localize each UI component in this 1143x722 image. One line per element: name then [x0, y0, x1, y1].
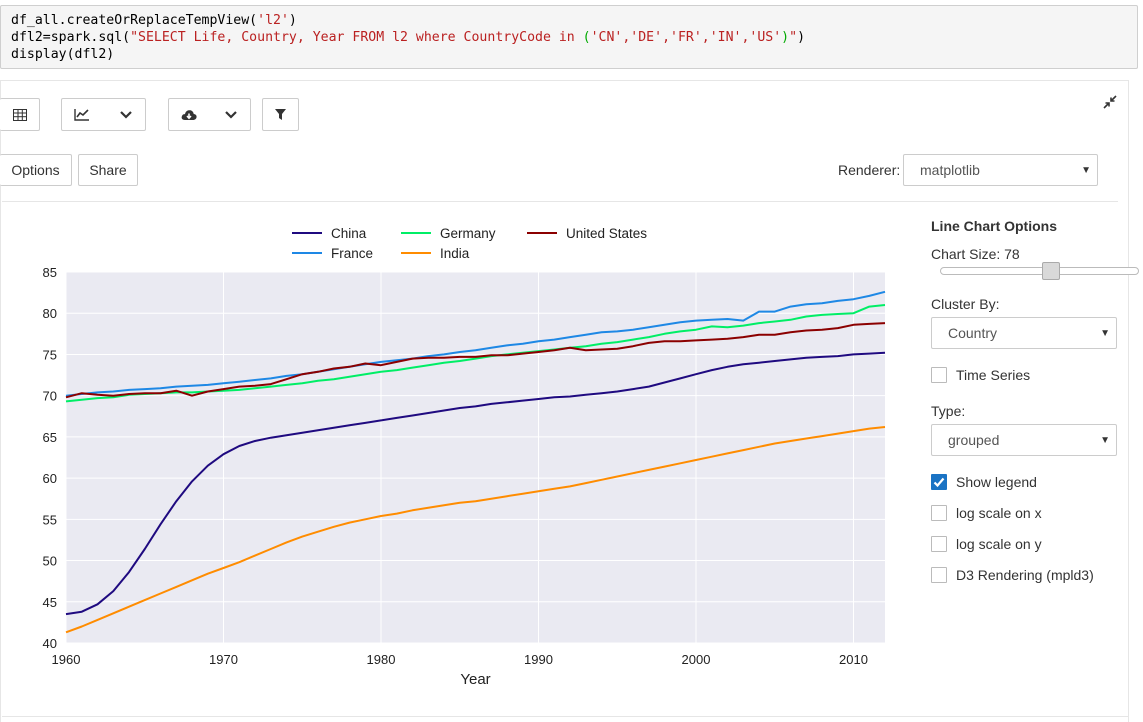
- filter-icon: [275, 109, 286, 120]
- download-dropdown[interactable]: [168, 98, 251, 131]
- y-tick-label: 75: [43, 347, 57, 362]
- time-series-checkbox[interactable]: [931, 367, 947, 383]
- plot-background: [66, 272, 885, 643]
- x-tick-label: 1990: [524, 652, 553, 667]
- options-button[interactable]: Options: [0, 154, 72, 186]
- caret-down-icon: ▼: [1100, 328, 1110, 339]
- chart-size-label: Chart Size: 78: [931, 246, 1020, 262]
- legend-label: France: [331, 246, 373, 261]
- code-line-1: df_all.createOrReplaceTempView('l2'): [11, 13, 297, 28]
- d3-rendering-label: D3 Rendering (mpld3): [956, 567, 1094, 583]
- share-button[interactable]: Share: [78, 154, 138, 186]
- table-icon: [12, 108, 27, 121]
- renderer-value: matplotlib: [920, 162, 980, 178]
- filter-button[interactable]: [262, 98, 299, 131]
- series-line-united-states: [65, 322, 886, 399]
- x-axis-label: Year: [460, 671, 490, 688]
- chart-size-slider[interactable]: [940, 267, 1139, 275]
- y-tick-label: 50: [43, 554, 57, 569]
- divider: [2, 201, 1118, 202]
- cluster-by-value: Country: [948, 325, 998, 341]
- log-scale-y-label: log scale on y: [956, 536, 1042, 552]
- legend-item: India: [401, 246, 470, 261]
- chevron-down-icon: [120, 110, 132, 119]
- x-tick-label: 1960: [52, 652, 81, 667]
- checkmark-icon: [933, 477, 945, 488]
- type-select[interactable]: grouped ▼: [931, 424, 1117, 456]
- series-line-germany: [65, 304, 886, 403]
- d3-rendering-checkbox[interactable]: [931, 567, 947, 583]
- cluster-by-select[interactable]: Country ▼: [931, 317, 1117, 349]
- y-tick-label: 45: [43, 595, 57, 610]
- chart-size-slider-handle[interactable]: [1042, 262, 1060, 280]
- show-legend-label: Show legend: [956, 474, 1037, 490]
- series-line-china: [65, 351, 886, 616]
- renderer-label: Renderer:: [838, 162, 901, 178]
- renderer-select[interactable]: matplotlib ▼: [903, 154, 1098, 186]
- y-tick-label: 65: [43, 430, 57, 445]
- y-tick-label: 55: [43, 512, 57, 527]
- type-value: grouped: [948, 432, 1000, 448]
- panel-title: Line Chart Options: [931, 218, 1057, 234]
- type-label: Type:: [931, 403, 966, 419]
- legend-item: United States: [527, 226, 647, 241]
- output-area: [0, 80, 1129, 722]
- show-legend-checkbox[interactable]: [931, 474, 947, 490]
- code-line-3: display(dfl2): [11, 47, 115, 62]
- legend-item: Germany: [401, 226, 496, 241]
- legend-label: China: [331, 226, 367, 241]
- legend-item: China: [292, 226, 367, 241]
- x-tick-label: 1970: [209, 652, 238, 667]
- cluster-by-label: Cluster By:: [931, 296, 1000, 312]
- chart-type-dropdown[interactable]: [61, 98, 146, 131]
- chevron-down-icon: [225, 110, 237, 119]
- legend-label: United States: [566, 226, 647, 241]
- time-series-label: Time Series: [956, 367, 1031, 383]
- series-line-india: [65, 426, 886, 634]
- code-line-2: dfl2=spark.sql("SELECT Life, Country, Ye…: [11, 30, 806, 45]
- log-scale-y-checkbox[interactable]: [931, 536, 947, 552]
- cloud-download-icon: [181, 109, 197, 120]
- caret-down-icon: ▼: [1100, 435, 1110, 446]
- x-tick-label: 2010: [839, 652, 868, 667]
- y-tick-label: 85: [43, 265, 57, 280]
- x-tick-label: 2000: [682, 652, 711, 667]
- legend-label: Germany: [440, 226, 496, 241]
- caret-down-icon: ▼: [1081, 165, 1091, 176]
- series-line-france: [65, 290, 886, 397]
- log-scale-x-label: log scale on x: [956, 505, 1042, 521]
- y-tick-label: 60: [43, 471, 57, 486]
- line-chart: 1960 1970 1980 1990 2000 2010 40 45 50 55 60 65 70 75…: [43, 226, 886, 688]
- x-tick-label: 1980: [367, 652, 396, 667]
- collapse-icon[interactable]: [1102, 94, 1118, 110]
- table-view-button[interactable]: [0, 98, 40, 131]
- y-tick-label: 70: [43, 389, 57, 404]
- y-tick-label: 80: [43, 306, 57, 321]
- divider: [2, 716, 1128, 717]
- y-tick-label: 40: [43, 636, 57, 651]
- legend-item: France: [292, 246, 373, 261]
- legend-label: India: [440, 246, 470, 261]
- log-scale-x-checkbox[interactable]: [931, 505, 947, 521]
- line-chart-icon: [74, 108, 89, 121]
- code-cell[interactable]: df_all.createOrReplaceTempView('l2') dfl…: [0, 5, 1138, 69]
